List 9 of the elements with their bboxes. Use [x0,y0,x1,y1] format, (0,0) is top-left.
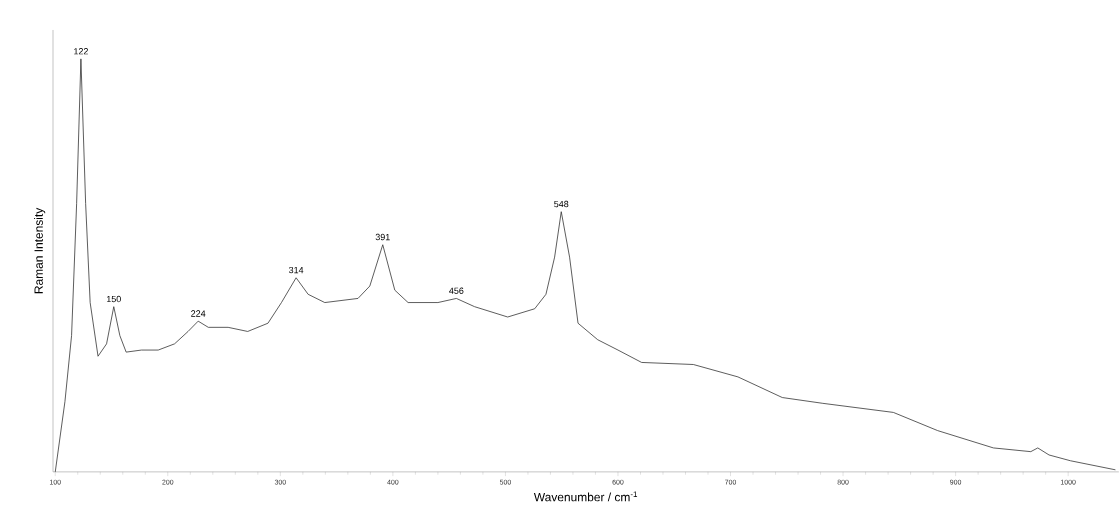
annotation: 391 [375,233,390,241]
annotation: 456 [449,287,464,294]
annotation: 314 [288,266,304,274]
y-axis-title: Raman Intensity [34,207,46,294]
annotation: 224 [191,310,206,317]
x-axis-title: Wavenumber / cm$^{-1}$ [533,491,638,502]
annotation: 122 [74,48,88,55]
annotation: 150 [106,295,121,303]
annotation: 548 [554,200,569,208]
